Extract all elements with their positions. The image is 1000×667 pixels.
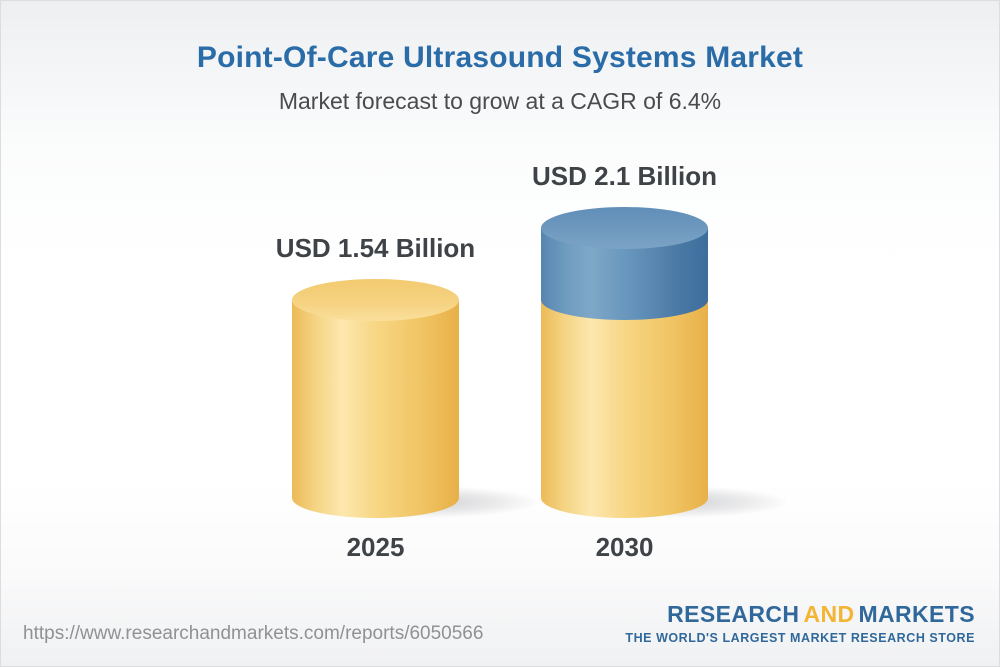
logo-word-markets: MARKETS — [858, 601, 975, 627]
logo-tagline: THE WORLD'S LARGEST MARKET RESEARCH STOR… — [625, 631, 975, 645]
source-url: https://www.researchandmarkets.com/repor… — [23, 623, 484, 644]
value-label-2025: USD 1.54 Billion — [275, 233, 476, 263]
logo-wordmark: RESEARCH AND MARKETS — [625, 601, 975, 628]
research-and-markets-logo: RESEARCH AND MARKETS THE WORLD'S LARGEST M… — [625, 601, 975, 645]
logo-word-research: RESEARCH — [667, 601, 800, 627]
page-title: Point-Of-Care Ultrasound Systems Market — [196, 41, 804, 74]
category-label-2025: 2025 — [346, 532, 405, 562]
value-label-2030: USD 2.1 Billion — [532, 161, 717, 191]
logo-word-and: AND — [803, 601, 855, 627]
category-label-2030: 2030 — [595, 532, 654, 562]
page-subtitle: Market forecast to grow at a CAGR of 6.4… — [278, 88, 722, 114]
